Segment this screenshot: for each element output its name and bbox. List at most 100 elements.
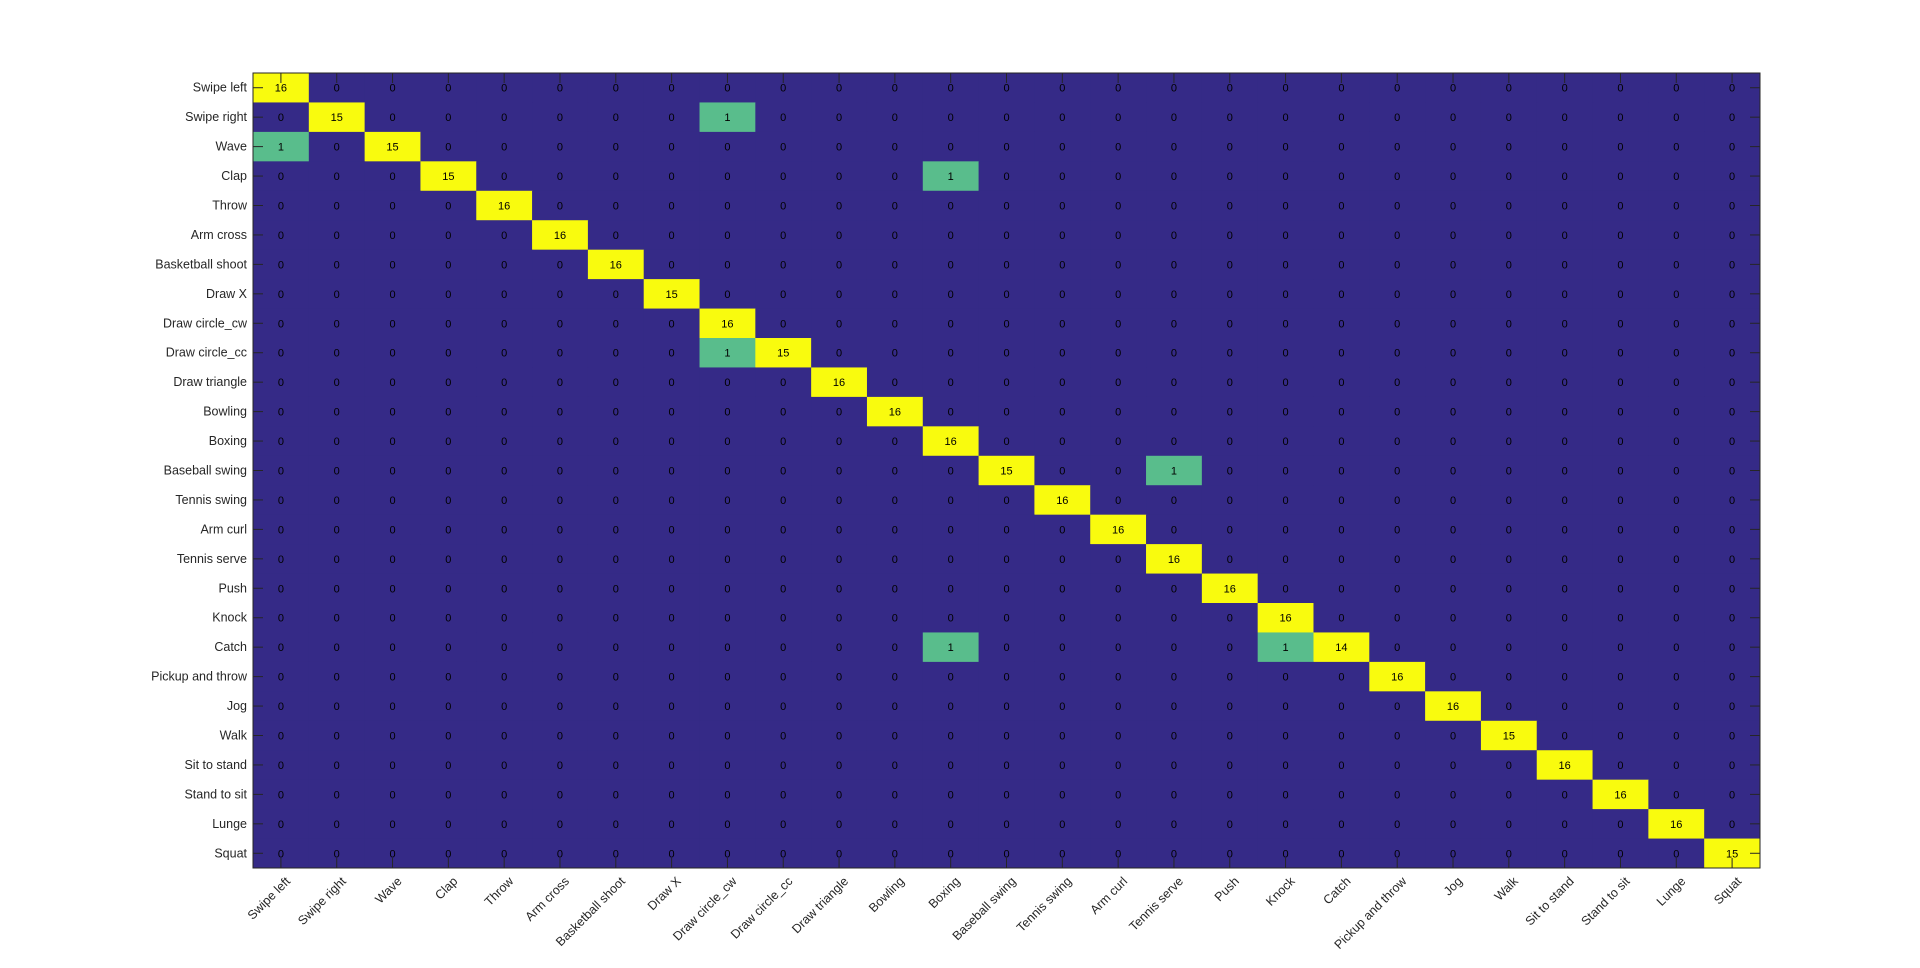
heatmap-cell [364,485,421,516]
heatmap-cell [811,161,868,192]
cell-value-label: 0 [669,171,675,183]
heatmap-cell [1536,102,1594,133]
x-tick-label: Walk [1492,874,1522,904]
cell-value-label: 0 [501,230,507,242]
cell-value-label: 0 [1729,259,1735,271]
cell-value-label: 1 [948,171,954,183]
cell-value-label: 0 [1059,642,1065,654]
heatmap-cell [587,308,645,339]
heatmap-cell [1146,485,1203,516]
cell-value-label: 0 [613,83,619,95]
cell-value-label: 0 [669,142,675,154]
heatmap-cell [699,279,756,310]
heatmap-cell [922,338,980,368]
cell-value-label: 0 [445,495,451,507]
cell-value-label: 0 [334,731,340,743]
cell-value-label: 0 [389,672,395,684]
cell-value-label: 0 [1617,436,1623,448]
cell-value-label: 15 [1000,466,1012,478]
cell-value-label: 0 [669,701,675,713]
cell-value-label: 0 [445,377,451,389]
cell-value-label: 0 [389,701,395,713]
y-tick-label: Squat [214,846,247,860]
heatmap-cell [1425,779,1482,810]
heatmap-cell [587,514,645,545]
cell-value-label: 0 [278,230,284,242]
cell-value-label: 0 [724,289,730,301]
heatmap-cell [1257,514,1314,545]
cell-value-label: 0 [892,701,898,713]
cell-value-label: 0 [1059,789,1065,801]
cell-value-label: 0 [1227,819,1233,831]
cell-value-label: 0 [780,259,786,271]
heatmap-cell [922,573,980,604]
heatmap-cell [755,220,812,251]
heatmap-cell [643,426,701,457]
cell-value-label: 0 [334,819,340,831]
cell-value-label: 0 [1171,259,1177,271]
cell-value-label: 0 [334,171,340,183]
cell-value-label: 0 [948,466,954,478]
cell-value-label: 0 [1450,436,1456,448]
cell-value-label: 0 [557,524,563,536]
cell-value-label: 0 [501,377,507,389]
cell-value-label: 0 [1227,613,1233,625]
cell-value-label: 0 [445,583,451,595]
cell-value-label: 0 [724,583,730,595]
y-tick-label: Push [219,581,248,595]
cell-value-label: 0 [1003,407,1009,419]
cell-value-label: 0 [836,731,842,743]
cell-value-label: 0 [1506,848,1512,860]
cell-value-label: 0 [1506,230,1512,242]
heatmap-cell [364,367,421,398]
cell-value-label: 0 [334,672,340,684]
cell-value-label: 0 [557,819,563,831]
cell-value-label: 0 [836,83,842,95]
cell-value-label: 0 [724,672,730,684]
heatmap-cell [476,338,533,368]
heatmap-cell [978,367,1035,398]
heatmap-cell [811,544,868,575]
cell-value-label: 0 [1115,583,1121,595]
heatmap-cell [699,720,756,751]
heatmap-cell [476,396,533,427]
heatmap-cell [1536,632,1594,663]
heatmap-cell [755,632,812,663]
heatmap-cell [308,544,366,575]
cell-value-label: 0 [948,554,954,566]
cell-value-label: 0 [1673,524,1679,536]
heatmap-cell [978,308,1035,339]
heatmap-cell [643,514,701,545]
heatmap-cell [420,750,477,781]
cell-value-label: 0 [501,466,507,478]
heatmap-cell [643,220,701,251]
heatmap-cell [1201,720,1259,751]
cell-value-label: 0 [557,495,563,507]
cell-value-label: 0 [334,377,340,389]
heatmap-cell [364,809,421,840]
heatmap-cell [1592,131,1649,162]
heatmap-cell [643,338,701,368]
cell-value-label: 0 [1562,377,1568,389]
heatmap-cell [476,426,533,457]
heatmap-cell [1536,308,1594,339]
heatmap-cell [699,308,756,339]
heatmap-cell [476,720,533,751]
cell-value-label: 0 [1673,171,1679,183]
cell-value-label: 0 [1283,377,1289,389]
heatmap-cell [364,279,421,310]
heatmap-cell [1201,691,1259,722]
cell-value-label: 0 [780,495,786,507]
heatmap-cell [1090,161,1147,192]
cell-value-label: 0 [1562,495,1568,507]
cell-value-label: 0 [780,407,786,419]
cell-value-label: 0 [1394,230,1400,242]
cell-value-label: 0 [892,112,898,124]
cell-value-label: 0 [724,142,730,154]
x-tick-label: Throw [482,874,517,909]
cell-value-label: 0 [389,495,395,507]
heatmap-cell [476,485,533,516]
heatmap-cell [1201,573,1259,604]
heatmap-cell [699,573,756,604]
cell-value-label: 0 [1059,407,1065,419]
